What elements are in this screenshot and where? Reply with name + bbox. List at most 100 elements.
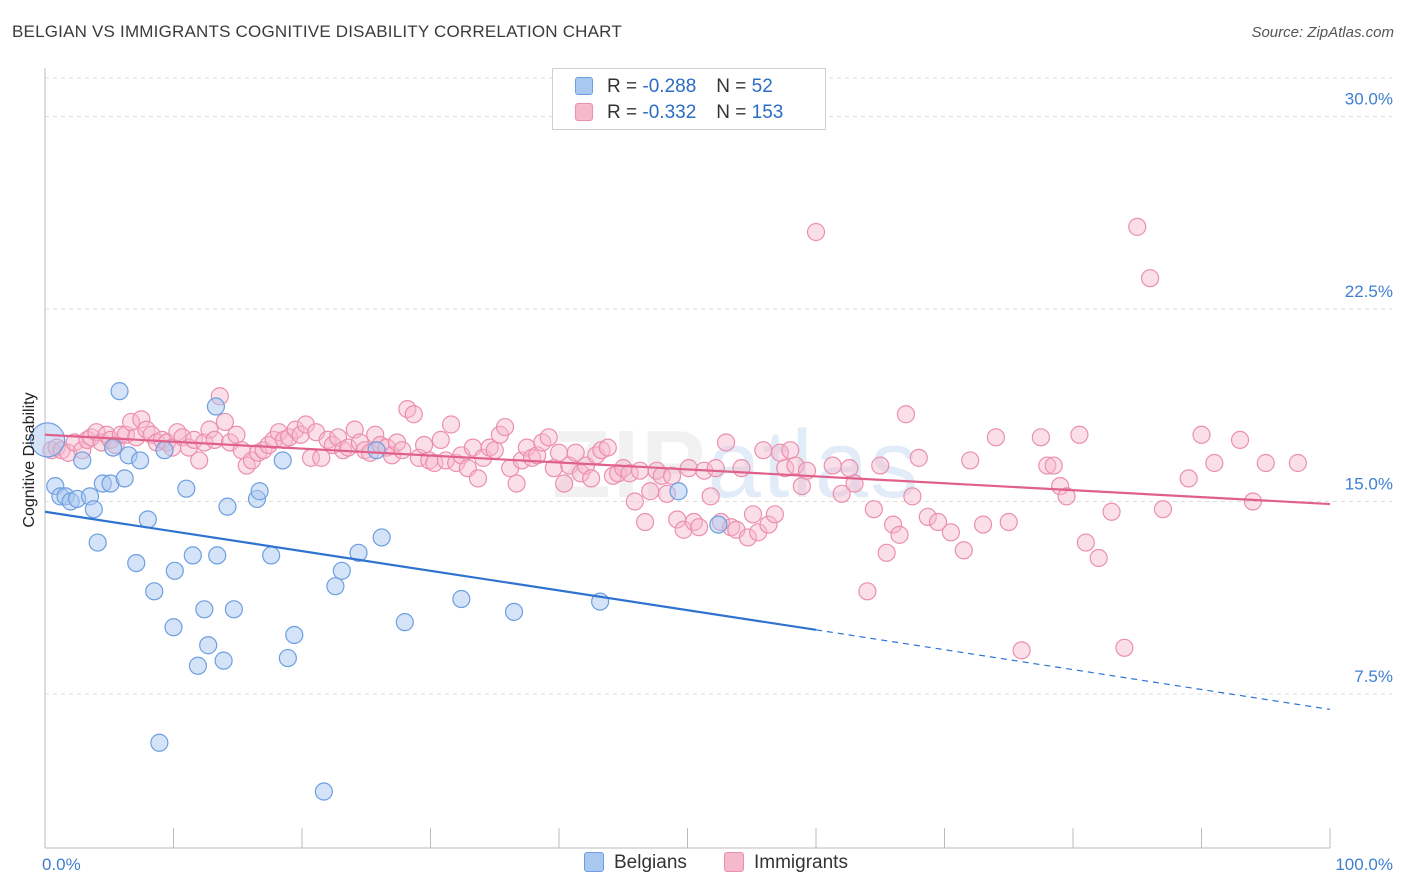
belgians-point <box>195 600 214 619</box>
immigrants-point <box>200 420 219 439</box>
immigrants-point <box>786 456 805 475</box>
immigrants-point <box>1192 425 1211 444</box>
immigrants-point <box>732 459 751 478</box>
immigrants-point <box>168 423 187 442</box>
immigrants-point <box>896 405 916 424</box>
immigrants-r-value: -0.332 <box>642 102 697 123</box>
y-tick-label: 15.0% <box>1345 475 1393 494</box>
immigrants-point <box>1153 500 1173 519</box>
belgians-point <box>104 438 123 457</box>
immigrants-point <box>1089 548 1108 568</box>
immigrants-point <box>393 441 412 460</box>
legend-item-immigrants[interactable]: Immigrants <box>724 852 848 874</box>
legend-item-belgians[interactable]: Belgians <box>584 852 687 874</box>
immigrants-point <box>776 459 795 478</box>
immigrants-point <box>858 582 877 601</box>
belgians-point <box>395 613 414 632</box>
immigrants-point <box>507 474 526 493</box>
immigrants-point <box>1115 638 1134 657</box>
immigrants-point <box>318 430 337 449</box>
immigrants-point <box>296 415 315 434</box>
immigrants-point <box>1230 430 1250 449</box>
immigrants-point <box>127 428 146 447</box>
x-tick-label: 0.0% <box>42 855 81 874</box>
belgians-point <box>349 543 368 562</box>
immigrants-point <box>1288 453 1307 473</box>
belgians-point <box>214 651 233 670</box>
belgians-point <box>224 600 243 619</box>
belgians-legend-swatch <box>584 852 604 872</box>
immigrants-point <box>954 541 973 560</box>
belgians-point <box>218 497 237 516</box>
belgians-point <box>372 528 391 547</box>
legend-row-belgians: R = -0.288 N = 52 <box>575 76 773 98</box>
chart-title: BELGIAN VS IMMIGRANTS COGNITIVE DISABILI… <box>12 22 622 41</box>
immigrants-point <box>716 433 736 452</box>
belgians-point <box>669 482 688 501</box>
y-tick-label: 30.0% <box>1345 90 1393 109</box>
immigrants-point <box>1012 641 1031 660</box>
immigrants-point <box>1057 487 1076 506</box>
immigrants-point <box>566 443 585 462</box>
immigrants-point <box>485 441 504 460</box>
belgians-point <box>262 546 281 565</box>
immigrants-point <box>237 456 256 475</box>
immigrants-point <box>414 435 434 455</box>
belgians-point <box>206 397 226 416</box>
immigrants-point <box>1243 492 1263 511</box>
belgians-point <box>278 648 297 668</box>
immigrants-point <box>1256 453 1275 473</box>
immigrants-point <box>918 507 937 527</box>
belgians-point <box>183 546 202 565</box>
immigrants-point <box>823 456 842 475</box>
immigrants-point <box>495 417 515 437</box>
immigrants-point <box>137 420 156 439</box>
immigrants-point <box>674 520 693 539</box>
immigrants-point <box>291 425 310 444</box>
belgians-point <box>332 561 351 580</box>
immigrants-point <box>227 425 246 444</box>
immigrants-legend-swatch <box>724 852 744 872</box>
immigrants-point <box>1128 217 1147 236</box>
immigrants-point <box>684 512 704 532</box>
immigrants-point <box>431 430 450 449</box>
immigrants-point <box>743 505 763 524</box>
immigrants-point <box>132 410 151 429</box>
belgians-point <box>208 546 227 565</box>
immigrants-point <box>1038 456 1057 475</box>
immigrants-swatch <box>575 103 593 121</box>
immigrants-point <box>598 438 617 457</box>
immigrants-points <box>42 217 1307 660</box>
immigrants-point <box>215 412 234 432</box>
belgians-point <box>709 515 728 534</box>
immigrants-point <box>59 443 78 462</box>
source-label: Source: ZipAtlas.com <box>1251 24 1394 41</box>
immigrants-point <box>662 466 682 485</box>
belgians-trend-extension <box>815 629 1331 710</box>
belgians-point <box>73 451 92 470</box>
immigrants-point <box>539 428 558 447</box>
legend-row-immigrants: R = -0.332 N = 153 <box>575 102 783 124</box>
belgians-point <box>504 602 524 621</box>
immigrants-point <box>877 543 896 562</box>
immigrants-point <box>630 461 650 480</box>
immigrants-point <box>425 453 444 473</box>
belgians-point <box>88 533 107 552</box>
immigrants-point <box>1031 428 1050 447</box>
belgians-point <box>199 636 218 655</box>
immigrants-point <box>986 428 1006 447</box>
immigrants-point <box>1179 469 1198 488</box>
belgians-point <box>177 479 196 498</box>
belgians-point <box>155 441 174 460</box>
immigrants-point <box>249 443 268 462</box>
immigrants-n-label: N = <box>716 102 747 123</box>
immigrants-point <box>759 515 778 534</box>
immigrants-point <box>781 441 800 460</box>
belgians-point <box>285 625 304 645</box>
belgians-point <box>29 422 66 458</box>
y-axis-title: Cognitive Disability <box>21 392 38 527</box>
belgians-r-label: R = <box>607 76 638 97</box>
immigrants-point <box>184 430 204 449</box>
belgians-point <box>150 733 169 752</box>
